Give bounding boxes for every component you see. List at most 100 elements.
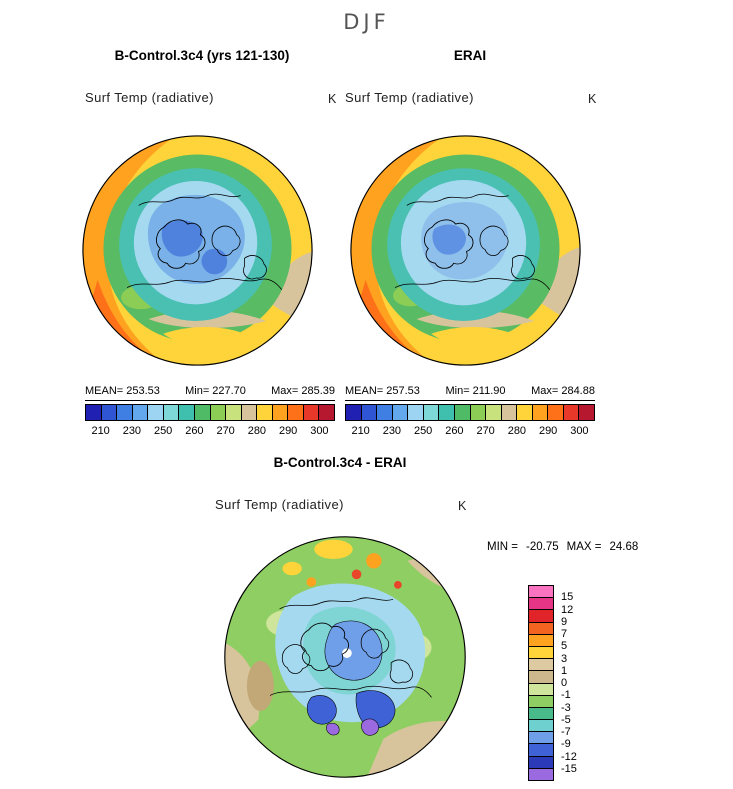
colorbar-label: 300 <box>310 425 329 437</box>
colorbar-label: 260 <box>185 425 204 437</box>
colorbar-label: 3 <box>561 652 568 665</box>
colorbar-label: -3 <box>561 701 571 714</box>
colorbar-segment <box>346 405 362 420</box>
colorbar-segment <box>529 610 553 623</box>
colorbar-label: 300 <box>570 425 589 437</box>
polar-map-diff <box>220 532 470 782</box>
stats-row-diff: MIN = -20.75 MAX = 24.68 <box>487 541 638 553</box>
colorbar-segment <box>529 634 553 647</box>
colorbar-segment <box>303 405 320 420</box>
colorbar-label: 280 <box>507 425 527 437</box>
season-title: DJF <box>343 10 390 34</box>
colorbar-segment <box>529 671 553 684</box>
colorbar-segment <box>529 586 553 599</box>
colorbar-segment <box>392 405 409 420</box>
colorbar-label: 250 <box>153 425 173 437</box>
colorbar-label: 290 <box>278 425 298 437</box>
polar-map-model-graphic <box>82 135 313 366</box>
colorbar-segment <box>529 707 553 721</box>
colorbar-label: 7 <box>561 628 568 640</box>
mean-label: MEAN= <box>85 385 124 397</box>
colorbar-segment <box>163 405 180 420</box>
max-label: Max= <box>531 385 559 397</box>
colorbar-segment <box>86 405 102 420</box>
colorbar-segment <box>439 405 455 420</box>
colorbar-segment <box>148 405 164 420</box>
polar-map-diff-graphic <box>224 536 466 778</box>
colorbar-label: -12 <box>561 750 577 763</box>
colorbar-segment <box>454 405 471 420</box>
diff-colorbar-labels: 15 12 9 7 5 3 1 0 -1 -3 -5 -7 -9 -12 -15 <box>561 585 595 781</box>
colorbar-segment <box>288 405 304 420</box>
colorbar-label: 0 <box>561 677 568 689</box>
colorbar-label: 290 <box>538 425 558 437</box>
colorbar-segment <box>272 405 289 420</box>
colorbar-segment <box>101 405 118 420</box>
temp-colorbar-labels-obs: 210 230 250 260 270 280 290 300 <box>345 425 595 438</box>
colorbar-segment <box>529 768 553 780</box>
panel-title-diff: B-Control.3c4 - ERAI <box>273 455 407 470</box>
temp-colorbar-model <box>85 404 335 421</box>
polar-map-obs <box>348 133 583 368</box>
colorbar-label: -5 <box>561 713 571 726</box>
units-label-model: K <box>328 92 337 106</box>
temp-colorbar-obs <box>345 404 595 421</box>
colorbar-segment <box>501 405 518 420</box>
panel-title-model: B-Control.3c4 (yrs 121-130) <box>114 48 290 63</box>
colorbar-segment <box>226 405 242 420</box>
colorbar-segment <box>529 659 553 672</box>
max-value: 24.68 <box>609 541 639 553</box>
colorbar-label: 260 <box>445 425 464 437</box>
panel-title-obs: ERAI <box>453 48 487 63</box>
colorbar-label: -15 <box>561 762 577 775</box>
min-value: 211.90 <box>472 385 506 397</box>
min-label: Min= <box>185 385 210 397</box>
colorbar-label: -9 <box>561 738 571 751</box>
mean-label: MEAN= <box>345 385 384 397</box>
colorbar-segment <box>486 405 502 420</box>
colorbar-segment <box>532 405 549 420</box>
colorbar-segment <box>529 683 553 696</box>
colorbar-label: 9 <box>561 615 568 628</box>
min-label: Min= <box>445 385 470 397</box>
colorbar-segment <box>470 405 487 420</box>
colorbar-segment <box>179 405 195 420</box>
colorbar-label: 270 <box>216 425 235 437</box>
min-label: MIN = <box>487 541 518 553</box>
colorbar-segment <box>361 405 378 420</box>
colorbar-segment <box>529 622 553 635</box>
stats-row-model: MEAN= 253.53 Min= 227.70 Max= 285.39 <box>85 385 335 401</box>
colorbar-label: 12 <box>561 603 574 616</box>
colorbar-segment <box>517 405 533 420</box>
max-label: Max= <box>271 385 299 397</box>
colorbar-segment <box>257 405 273 420</box>
colorbar-segment <box>132 405 149 420</box>
colorbar-label: 210 <box>351 425 370 437</box>
colorbar-label: -7 <box>561 726 571 738</box>
colorbar-label: 280 <box>247 425 267 437</box>
max-value: 284.88 <box>561 385 595 397</box>
colorbar-label: 250 <box>413 425 433 437</box>
diff-colorbar <box>528 585 554 781</box>
colorbar-segment <box>529 744 553 757</box>
colorbar-label: 15 <box>561 591 574 604</box>
colorbar-label: 230 <box>382 425 402 437</box>
polar-map-obs-graphic <box>350 135 581 366</box>
colorbar-segment <box>548 405 564 420</box>
colorbar-segment <box>194 405 211 420</box>
colorbar-label: 210 <box>91 425 110 437</box>
colorbar-label: 5 <box>561 640 568 653</box>
colorbar-segment <box>529 720 553 733</box>
colorbar-label: -1 <box>561 689 571 702</box>
colorbar-segment <box>377 405 393 420</box>
colorbar-segment <box>117 405 133 420</box>
colorbar-segment <box>319 405 334 420</box>
variable-label-diff: Surf Temp (radiative) <box>215 497 344 512</box>
colorbar-label: 270 <box>476 425 495 437</box>
colorbar-label: 1 <box>561 664 568 677</box>
colorbar-segment <box>423 405 440 420</box>
min-value: -20.75 <box>526 541 559 553</box>
units-label-obs: K <box>588 92 597 106</box>
colorbar-segment <box>579 405 594 420</box>
mean-value: 257.53 <box>386 385 420 397</box>
